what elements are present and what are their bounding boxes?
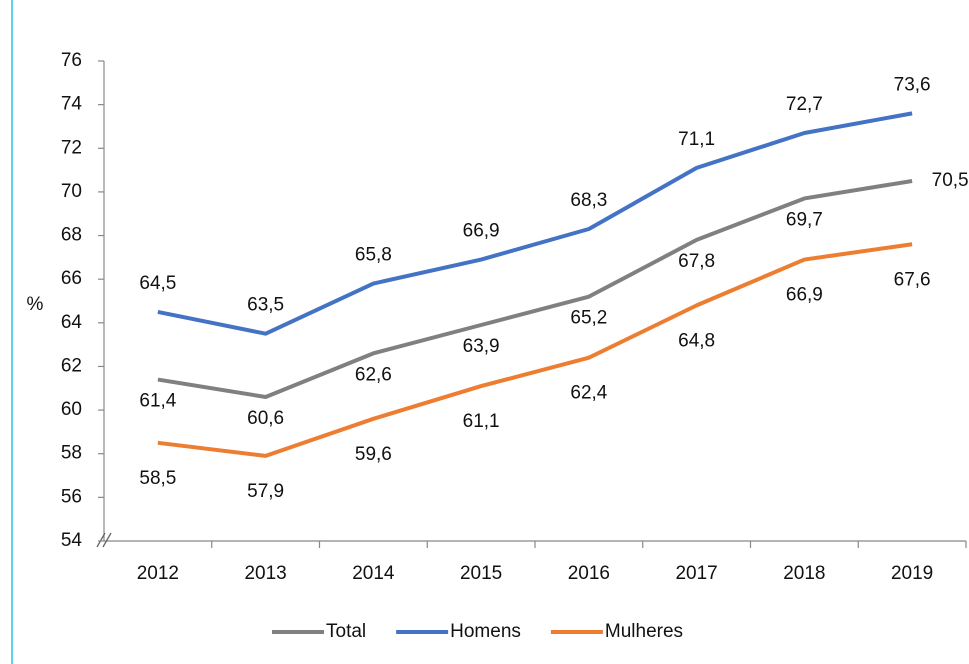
data-label: 67,8 bbox=[678, 251, 715, 272]
y-tick-label: 54 bbox=[61, 530, 83, 551]
legend-label: Mulheres bbox=[605, 621, 683, 642]
data-label: 65,8 bbox=[355, 245, 392, 266]
y-tick-label: 76 bbox=[61, 50, 82, 71]
y-tick-label: 72 bbox=[61, 137, 82, 158]
data-label: 59,6 bbox=[355, 444, 392, 465]
x-tick-label: 2016 bbox=[568, 563, 610, 584]
data-label: 66,9 bbox=[786, 285, 823, 306]
legend-label: Homens bbox=[450, 621, 521, 642]
data-label: 60,6 bbox=[247, 408, 284, 429]
data-label: 67,6 bbox=[894, 269, 931, 290]
data-label: 73,6 bbox=[894, 74, 931, 95]
y-tick-label: 74 bbox=[61, 94, 83, 115]
series-line bbox=[157, 111, 913, 336]
y-tick-label: 58 bbox=[61, 443, 82, 464]
x-tick-label: 2015 bbox=[460, 563, 502, 584]
y-tick-label: 56 bbox=[61, 486, 82, 507]
data-label: 71,1 bbox=[678, 129, 715, 150]
data-label: 61,1 bbox=[463, 411, 500, 432]
data-label: 63,5 bbox=[247, 295, 284, 316]
data-label: 64,5 bbox=[139, 273, 176, 294]
y-tick-label: 60 bbox=[61, 399, 82, 420]
series-line bbox=[157, 179, 913, 399]
data-label: 64,8 bbox=[678, 330, 715, 351]
data-label: 62,4 bbox=[570, 383, 607, 404]
data-label: 66,9 bbox=[463, 221, 500, 242]
y-tick-label: 70 bbox=[61, 181, 82, 202]
y-tick-label: 64 bbox=[61, 312, 83, 333]
x-tick-label: 2019 bbox=[891, 563, 933, 584]
y-tick-label: 66 bbox=[61, 268, 82, 289]
data-label: 68,3 bbox=[570, 190, 607, 211]
data-label: 58,5 bbox=[139, 468, 176, 489]
y-tick-label: 68 bbox=[61, 225, 82, 246]
x-tick-label: 2018 bbox=[783, 563, 825, 584]
axis-break bbox=[96, 532, 112, 548]
x-tick-label: 2012 bbox=[137, 563, 179, 584]
x-tick-label: 2013 bbox=[244, 563, 286, 584]
data-label: 61,4 bbox=[139, 391, 176, 412]
legend-label: Total bbox=[326, 621, 366, 642]
y-tick-label: 62 bbox=[61, 355, 82, 376]
data-label: 69,7 bbox=[786, 209, 823, 230]
x-tick-label: 2014 bbox=[352, 563, 395, 584]
y-axis-label: % bbox=[27, 294, 44, 315]
data-label: 62,6 bbox=[355, 364, 392, 385]
data-label: 57,9 bbox=[247, 481, 284, 502]
data-label: 65,2 bbox=[570, 308, 607, 329]
series-line bbox=[157, 242, 913, 458]
data-label: 63,9 bbox=[463, 336, 500, 357]
x-tick-label: 2017 bbox=[675, 563, 717, 584]
data-label: 70,5 bbox=[932, 170, 969, 191]
data-label: 72,7 bbox=[786, 94, 823, 115]
